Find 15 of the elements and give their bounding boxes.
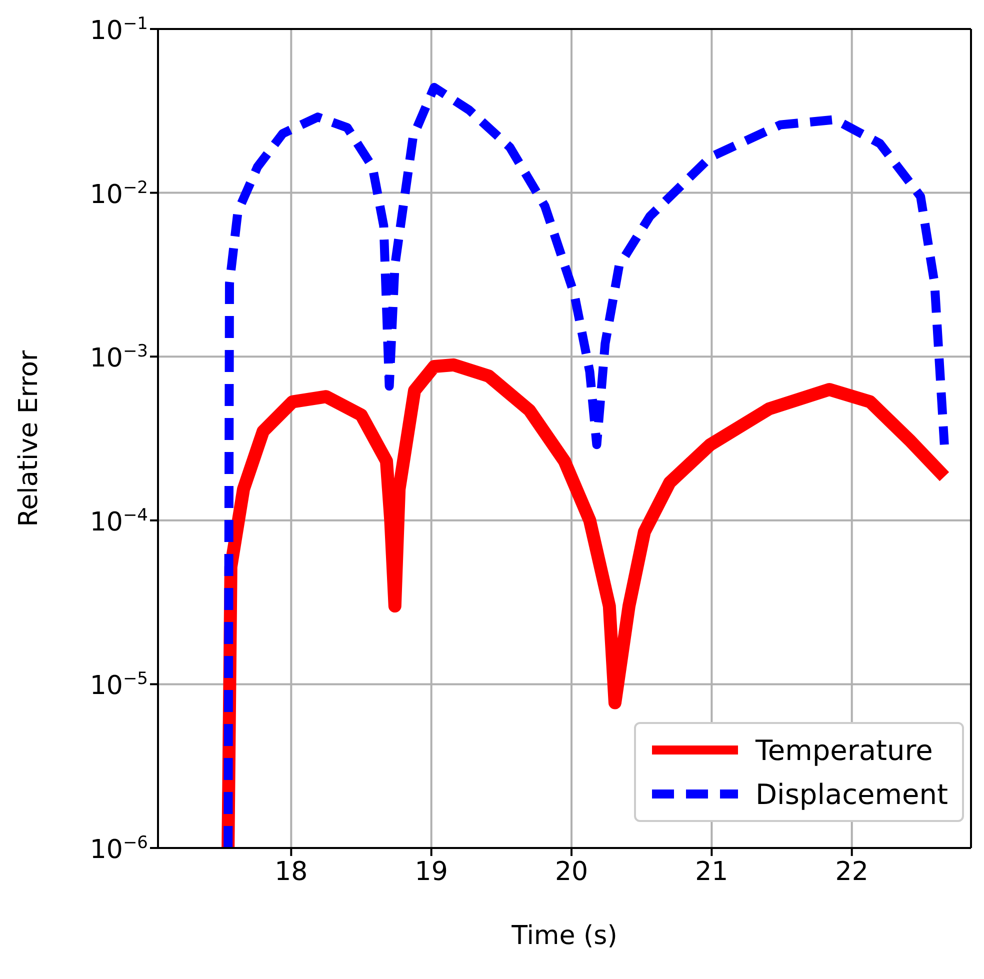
y-tick-label: 10$^{−5}$ <box>90 669 148 702</box>
y-axis-title: Relative Error <box>14 350 44 527</box>
y-tick-label: 10$^{−1}$ <box>90 14 148 46</box>
x-axis-title: Time (s) <box>510 921 618 951</box>
y-tick-label: 10$^{−4}$ <box>90 505 148 538</box>
y-tick-label: 10$^{−6}$ <box>90 833 148 865</box>
legend-label: Displacement <box>756 778 948 810</box>
y-tick-label: 10$^{−2}$ <box>90 178 148 210</box>
y-tick-label: 10$^{−3}$ <box>90 342 148 374</box>
x-tick-label: 19 <box>414 857 448 887</box>
x-tick-label: 21 <box>695 857 728 887</box>
x-tick-label: 22 <box>835 857 868 887</box>
legend-label: Temperature <box>756 734 933 766</box>
x-tick-label: 20 <box>554 857 588 887</box>
x-tick-label: 18 <box>274 857 308 887</box>
